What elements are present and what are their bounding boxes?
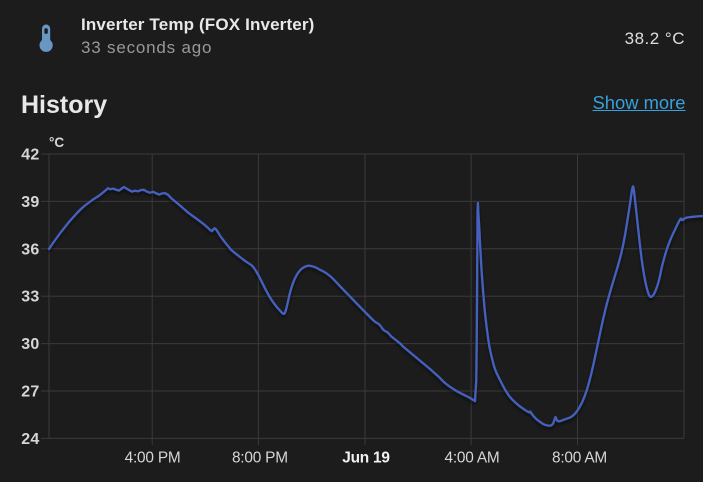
svg-text:33: 33 xyxy=(21,289,39,306)
svg-text:27: 27 xyxy=(21,384,39,401)
svg-text:30: 30 xyxy=(21,336,39,353)
svg-text:8:00 PM: 8:00 PM xyxy=(232,450,288,467)
svg-text:42: 42 xyxy=(21,147,39,164)
svg-text:39: 39 xyxy=(21,194,39,211)
svg-text:4:00 AM: 4:00 AM xyxy=(444,450,499,467)
svg-text:36: 36 xyxy=(21,241,39,258)
svg-text:24: 24 xyxy=(21,431,39,448)
svg-text:8:00 AM: 8:00 AM xyxy=(552,450,607,467)
svg-text:4:00 PM: 4:00 PM xyxy=(125,450,181,467)
svg-text:Jun 19: Jun 19 xyxy=(342,450,390,467)
svg-text:°C: °C xyxy=(49,135,64,150)
